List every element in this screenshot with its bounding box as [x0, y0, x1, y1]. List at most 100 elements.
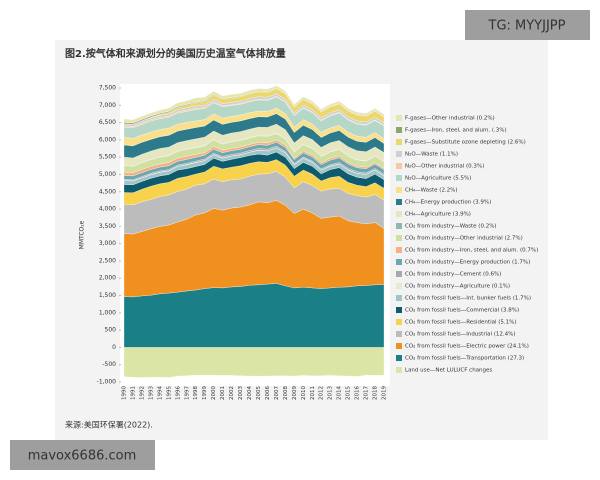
x-tick-label: 2007	[274, 386, 280, 400]
legend-swatch	[396, 235, 402, 241]
legend-swatch	[396, 259, 402, 265]
legend-swatch	[396, 247, 402, 253]
watermark-box	[10, 440, 155, 470]
legend-label: CH₄—Energy production (3.9%)	[405, 200, 491, 206]
source: 来源:美国环保署(2022).	[65, 420, 153, 430]
x-tick-label: 1995	[166, 386, 172, 400]
y-tick-label: 4,000	[99, 206, 116, 213]
legend-label: Land use—Net LULUCF changes	[405, 368, 492, 374]
x-tick-label: 2009	[292, 386, 298, 400]
y-tick-label: 0	[112, 344, 116, 351]
x-tick-label: 2008	[283, 386, 289, 400]
x-tick-label: 1998	[193, 386, 199, 400]
x-tick-label: 2003	[238, 386, 244, 400]
legend-label: N₂O—Waste (1.1%)	[405, 152, 458, 158]
x-tick-label: 2013	[328, 386, 334, 400]
legend-label: CO₂ from fossil fuels—Transportation (27…	[405, 356, 524, 362]
y-tick-label: -1,000	[97, 379, 117, 386]
y-tick-label: 7,500	[99, 85, 116, 92]
x-tick-label: 1991	[130, 386, 136, 400]
legend-label: CO₂ from fossil fuels—Industrial (12.4%)	[405, 332, 516, 338]
x-tick-label: 2004	[247, 386, 253, 400]
y-tick-label: 500	[105, 327, 117, 334]
legend-swatch	[396, 175, 402, 181]
area	[123, 85, 385, 124]
x-tick-label: 2018	[373, 386, 379, 400]
x-tick-label: 2019	[382, 386, 388, 400]
x-tick-label: 2012	[319, 386, 325, 400]
legend-swatch	[396, 199, 402, 205]
legend-swatch	[396, 115, 402, 121]
x-tick-label: 1994	[157, 386, 163, 400]
y-tick-label: 6,500	[99, 119, 116, 126]
y-tick-label: 5,500	[99, 154, 116, 161]
watermark: TG: MYYJJPP	[488, 19, 566, 34]
x-tick-label: 1992	[139, 386, 145, 400]
y-tick-label: 2,500	[99, 257, 116, 264]
legend-swatch	[396, 331, 402, 337]
y-tick-label: 6,000	[99, 136, 116, 143]
legend-swatch	[396, 319, 402, 325]
chart-title: 图2.按气体和来源划分的美国历史温室气体排放量	[65, 47, 286, 60]
y-tick-label: -500	[102, 361, 116, 368]
x-tick-label: 1999	[202, 386, 208, 400]
legend-swatch	[396, 343, 402, 349]
legend-label: F-gases—Iron, steel, and alum. (.3%)	[405, 128, 507, 134]
y-tick-label: 1,500	[99, 292, 116, 299]
y-tick-label: 7,000	[99, 102, 116, 109]
x-tick-label: 2011	[310, 386, 316, 400]
legend-label: CO₂ from industry—Energy production (1.7…	[405, 260, 530, 266]
legend-swatch	[396, 211, 402, 217]
x-tick-label: 2010	[301, 386, 307, 400]
x-tick-label: 1997	[184, 386, 190, 400]
x-tick-label: 2014	[337, 386, 343, 400]
area	[123, 347, 385, 378]
x-tick-label: 2001	[220, 386, 226, 400]
legend-swatch	[396, 283, 402, 289]
legend-swatch	[396, 307, 402, 313]
legend-swatch	[396, 367, 402, 373]
y-tick-label: 4,500	[99, 188, 116, 195]
y-tick-label: 1,000	[99, 309, 116, 316]
legend-swatch	[396, 355, 402, 361]
legend-label: CO₂ from industry—Iron, steel, and alum.…	[405, 248, 538, 254]
legend-label: CO₂ from fossil fuels—Residential (5.1%)	[405, 320, 517, 326]
x-tick-label: 2002	[229, 386, 235, 400]
legend-swatch	[396, 187, 402, 193]
legend-swatch	[396, 271, 402, 277]
y-tick-label: 3,500	[99, 223, 116, 230]
legend-swatch	[396, 295, 402, 301]
legend-swatch	[396, 151, 402, 157]
legend-label: CO₂ from fossil fuels—Int. bunker fuels …	[405, 296, 531, 302]
legend-label: CO₂ from industry—Other industrial (2.7%…	[405, 236, 523, 242]
x-tick-label: 2017	[364, 386, 370, 400]
x-tick-label: 2000	[211, 386, 217, 400]
x-tick-label: 2006	[265, 386, 271, 400]
legend-swatch	[396, 139, 402, 145]
legend-label: CH₄—Agriculture (3.9%)	[405, 212, 471, 218]
x-tick-label: 1990	[122, 386, 128, 400]
legend-label: F-gases—Other industrial (0.2%)	[405, 116, 495, 122]
x-tick-label: 2016	[355, 386, 361, 400]
legend-swatch	[396, 163, 402, 169]
x-tick-label: 2015	[346, 386, 352, 400]
watermark: mavox6686.com	[28, 449, 137, 464]
legend-label: F-gases—Substitute ozone depleting (2.6%…	[405, 140, 526, 146]
x-tick-label: 1996	[175, 386, 181, 400]
y-tick-label: 2,000	[99, 275, 116, 282]
y-tick-label: 3,000	[99, 240, 116, 247]
legend-label: CO₂ from industry—Agriculture (0.1%)	[405, 284, 510, 290]
legend-label: CH₄—Waste (2.2%)	[405, 188, 458, 194]
legend-swatch	[396, 223, 402, 229]
watermark-box	[465, 10, 590, 40]
y-axis-label: MMTCO₂e	[79, 220, 86, 249]
y-tick-label: 5,000	[99, 171, 116, 178]
legend-label: CO₂ from industry—Waste (0.2%)	[405, 224, 497, 230]
x-tick-label: 2005	[256, 386, 262, 400]
legend-swatch	[396, 127, 402, 133]
legend-label: CO₂ from fossil fuels—Electric power (24…	[405, 344, 529, 350]
legend-label: N₂O—Agriculture (5.5%)	[405, 176, 471, 182]
legend-label: CO₂ from fossil fuels—Commercial (3.8%)	[405, 308, 519, 314]
